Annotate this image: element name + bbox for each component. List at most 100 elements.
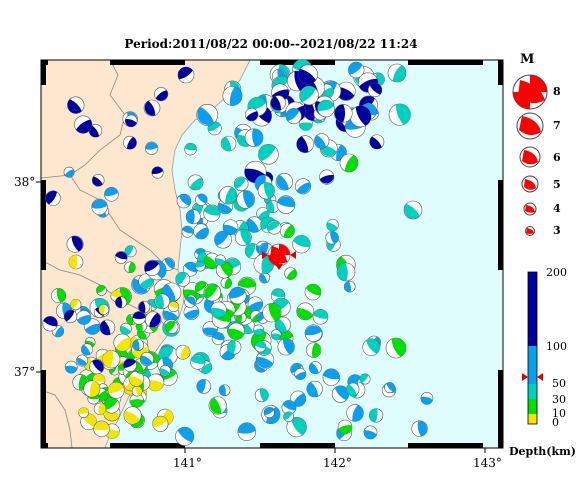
event-beachball	[244, 128, 264, 147]
event-beachball	[203, 252, 221, 270]
event-beachball	[229, 286, 247, 305]
depth-tick-200: 200	[546, 266, 567, 279]
event-beachball	[297, 64, 318, 85]
event-beachball	[284, 267, 297, 280]
event-beachball	[115, 296, 127, 309]
event-beachball	[420, 392, 434, 405]
event-beachball	[222, 219, 239, 235]
event-beachball	[279, 223, 295, 239]
event-beachball	[276, 195, 296, 214]
event-beachball	[214, 254, 226, 266]
event-beachball	[237, 276, 257, 296]
event-beachball	[187, 174, 204, 191]
map-title: Period:2011/08/22 00:00--2021/08/22 11:2…	[124, 37, 418, 51]
event-beachball	[384, 382, 396, 394]
mag-label-7: 7	[553, 119, 561, 132]
event-beachball	[202, 321, 218, 337]
event-beachball	[277, 338, 295, 356]
event-beachball	[247, 296, 264, 312]
event-beachball	[363, 425, 378, 440]
event-beachball	[304, 324, 323, 342]
magnitude-legend	[512, 74, 548, 236]
event-beachball	[196, 104, 219, 126]
event-beachball	[76, 310, 92, 325]
event-beachball	[208, 396, 227, 415]
event-beachball	[270, 329, 282, 340]
event-beachball	[196, 379, 212, 394]
event-beachball	[143, 99, 161, 117]
event-beachball	[369, 408, 384, 423]
event-beachball	[81, 343, 94, 356]
event-beachball	[203, 204, 221, 222]
depth-unit-label: Depth(km)	[509, 445, 576, 458]
event-beachball	[259, 272, 271, 284]
event-beachball	[119, 322, 132, 335]
depth-tick-0: 0	[552, 416, 559, 429]
event-beachball	[185, 209, 201, 225]
event-beachball	[220, 135, 237, 152]
lon-label-142: 142°	[323, 456, 352, 470]
event-beachball	[145, 141, 159, 155]
depth-colorbar	[522, 271, 543, 425]
mag-label-3: 3	[553, 224, 561, 237]
event-beachball	[274, 316, 291, 333]
event-beachball	[308, 361, 322, 375]
event-beachball	[348, 61, 365, 79]
event-beachball	[218, 384, 231, 397]
event-beachball	[195, 193, 208, 206]
event-beachball	[91, 174, 105, 187]
event-beachball	[89, 359, 105, 375]
event-beachball	[113, 333, 132, 352]
event-beachball	[93, 402, 107, 415]
depth-tick-10: 10	[552, 407, 566, 420]
axis-ticks	[36, 181, 486, 453]
lon-label-143: 143°	[473, 456, 502, 470]
event-beachball	[306, 380, 323, 398]
event-beachball	[262, 303, 282, 323]
event-beachball	[88, 124, 103, 138]
mag-7-ball	[516, 112, 544, 140]
event-beachball	[129, 393, 144, 408]
event-beachball	[144, 259, 161, 276]
event-beachball	[175, 426, 195, 446]
depth-tick-50: 50	[552, 377, 566, 390]
event-beachball	[132, 339, 145, 351]
event-beachball	[98, 304, 110, 315]
event-beachball	[295, 178, 312, 195]
event-beachball	[286, 416, 307, 438]
event-beachball	[281, 400, 297, 415]
event-beachball	[237, 422, 256, 441]
event-beachball	[346, 382, 360, 396]
event-beachball	[64, 360, 78, 374]
lat-label-37: 37°	[14, 365, 36, 379]
event-beachball	[359, 373, 371, 385]
event-beachball	[367, 82, 383, 98]
event-beachball	[220, 277, 233, 289]
mag-3-ball	[525, 226, 535, 236]
event-beachball	[336, 81, 356, 101]
event-beachball	[93, 420, 110, 438]
event-beachball	[175, 344, 191, 360]
event-beachball	[70, 298, 82, 311]
event-beachball	[146, 373, 165, 392]
event-beachball	[336, 262, 356, 282]
event-beachball	[83, 380, 101, 398]
event-beachball	[184, 296, 196, 308]
event-beachball	[68, 254, 84, 270]
event-beachball	[296, 302, 315, 321]
event-beachball	[159, 364, 171, 377]
event-beachball	[123, 406, 142, 425]
event-beachball	[334, 104, 353, 123]
event-beachball	[123, 358, 137, 372]
event-beachball	[151, 166, 164, 179]
event-beachball	[139, 352, 154, 366]
event-beachball	[190, 354, 206, 370]
event-beachball	[263, 407, 275, 419]
event-beachball	[175, 271, 191, 287]
event-beachball	[124, 245, 137, 258]
event-beachball	[319, 169, 335, 185]
event-beachball	[132, 311, 146, 325]
event-beachball	[411, 420, 428, 437]
event-beachball	[168, 301, 180, 313]
event-beachball	[154, 87, 169, 102]
